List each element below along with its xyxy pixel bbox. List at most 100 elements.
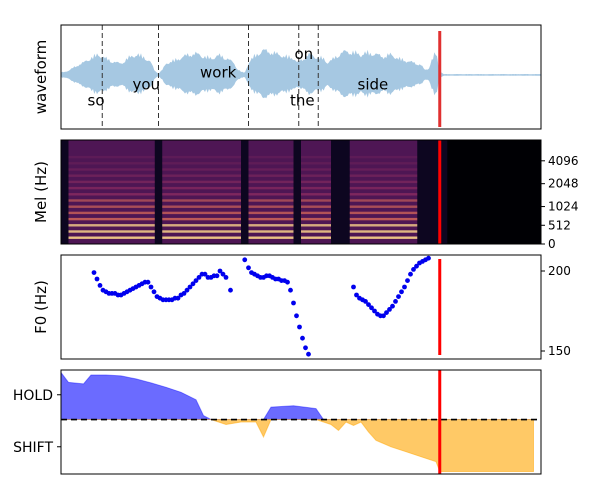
mel-band-1-1 (162, 230, 241, 233)
word-label-4: the (290, 92, 315, 110)
mel-band-1-10 (162, 174, 241, 177)
mel-band-4-11 (349, 168, 418, 171)
mel-band-0-7 (68, 193, 155, 196)
mel-band-1-9 (162, 180, 241, 184)
mel-band-3-4 (301, 211, 331, 215)
mel-band-3-6 (301, 199, 331, 202)
mel-band-2-1 (248, 230, 294, 233)
f0-point (303, 345, 308, 351)
mel-band-4-4 (349, 211, 418, 215)
mel-band-1-2 (162, 224, 241, 227)
mel-ytick-label-3: 2048 (548, 177, 579, 191)
f0-point (396, 294, 401, 299)
f0-point (393, 299, 398, 304)
mel-band-3-13 (301, 155, 331, 159)
f0-ylabel: F0 (Hz) (32, 280, 50, 334)
f0-point (184, 287, 190, 293)
mel-band-4-5 (349, 205, 418, 208)
f0-point (387, 307, 392, 312)
waveform-ylabel: waveform (32, 40, 50, 115)
mel-voiced-1 (162, 140, 241, 244)
mel-band-2-2 (248, 224, 294, 227)
word-label-3: on (295, 45, 314, 63)
f0-point (223, 275, 229, 280)
f0-point (246, 265, 251, 271)
turn-ytick-label-0: HOLD (13, 388, 53, 404)
f0-point (414, 263, 419, 269)
turn-frame (60, 369, 542, 475)
f0-point (285, 279, 290, 285)
f0-point (242, 257, 248, 263)
f0-point (408, 271, 413, 277)
f0-point (202, 271, 208, 277)
mel-band-1-0 (162, 236, 241, 239)
f0-point (405, 278, 410, 283)
word-label-0: so (88, 92, 105, 110)
f0-point (390, 303, 395, 309)
mel-band-0-5 (68, 205, 155, 208)
mel-band-3-7 (301, 193, 331, 196)
f0-panel: 150 200 F0 (Hz) (32, 254, 571, 360)
mel-band-4-9 (349, 180, 418, 184)
mel-band-3-5 (301, 205, 331, 208)
mel-band-1-12 (162, 162, 241, 165)
mel-ytick-label-4: 4096 (548, 154, 579, 168)
f0-point (148, 284, 154, 290)
f0-point (91, 270, 97, 275)
mel-band-2-13 (248, 155, 294, 159)
f0-point (399, 289, 404, 295)
mel-band-4-12 (349, 162, 418, 165)
mel-band-2-5 (248, 205, 294, 208)
mel-band-4-1 (349, 230, 418, 233)
waveform-trace (61, 49, 541, 99)
mel-band-3-10 (301, 174, 331, 177)
mel-band-3-8 (301, 186, 331, 190)
f0-point (402, 284, 407, 290)
mel-band-1-7 (162, 193, 241, 196)
mel-voiced-2 (248, 140, 294, 244)
mel-band-0-3 (68, 217, 155, 221)
f0-point (196, 275, 202, 280)
mel-band-4-0 (349, 236, 418, 239)
f0-point (145, 279, 151, 285)
f0-point (187, 284, 193, 290)
mel-band-3-2 (301, 224, 331, 227)
mel-band-0-0 (68, 236, 155, 239)
f0-point (354, 292, 359, 298)
mel-band-2-12 (248, 162, 294, 165)
mel-band-1-6 (162, 199, 241, 202)
mel-band-4-10 (349, 174, 418, 177)
mel-band-0-12 (68, 162, 155, 165)
turn-ytick-label-1: SHIFT (13, 440, 53, 456)
f0-ytick-label-0: 150 (548, 344, 571, 358)
mel-band-2-11 (248, 168, 294, 171)
mel-band-0-8 (68, 186, 155, 190)
mel-ytick-label-0: 0 (548, 237, 556, 251)
mel-band-1-4 (162, 211, 241, 215)
mel-band-4-8 (349, 186, 418, 190)
f0-point (175, 295, 181, 301)
mel-band-3-9 (301, 180, 331, 184)
word-label-5: side (358, 75, 389, 93)
mel-frame (60, 139, 542, 245)
f0-point (190, 281, 196, 287)
f0-point (381, 313, 386, 319)
mel-band-4-7 (349, 193, 418, 196)
f0-point (300, 335, 305, 341)
mel-band-3-3 (301, 217, 331, 221)
turn-panel: HOLD SHIFT (13, 369, 542, 475)
mel-band-2-0 (248, 236, 294, 239)
mel-band-0-1 (68, 230, 155, 233)
f0-point (220, 271, 226, 277)
f0-point (214, 273, 220, 279)
mel-band-0-6 (68, 199, 155, 202)
mel-band-0-9 (68, 180, 155, 184)
mel-band-0-2 (68, 224, 155, 227)
f0-point (372, 308, 377, 314)
f0-point (94, 276, 100, 282)
mel-band-0-4 (68, 211, 155, 215)
mel-band-0-13 (68, 155, 155, 159)
mel-band-4-13 (349, 155, 418, 159)
mel-band-4-2 (349, 224, 418, 227)
